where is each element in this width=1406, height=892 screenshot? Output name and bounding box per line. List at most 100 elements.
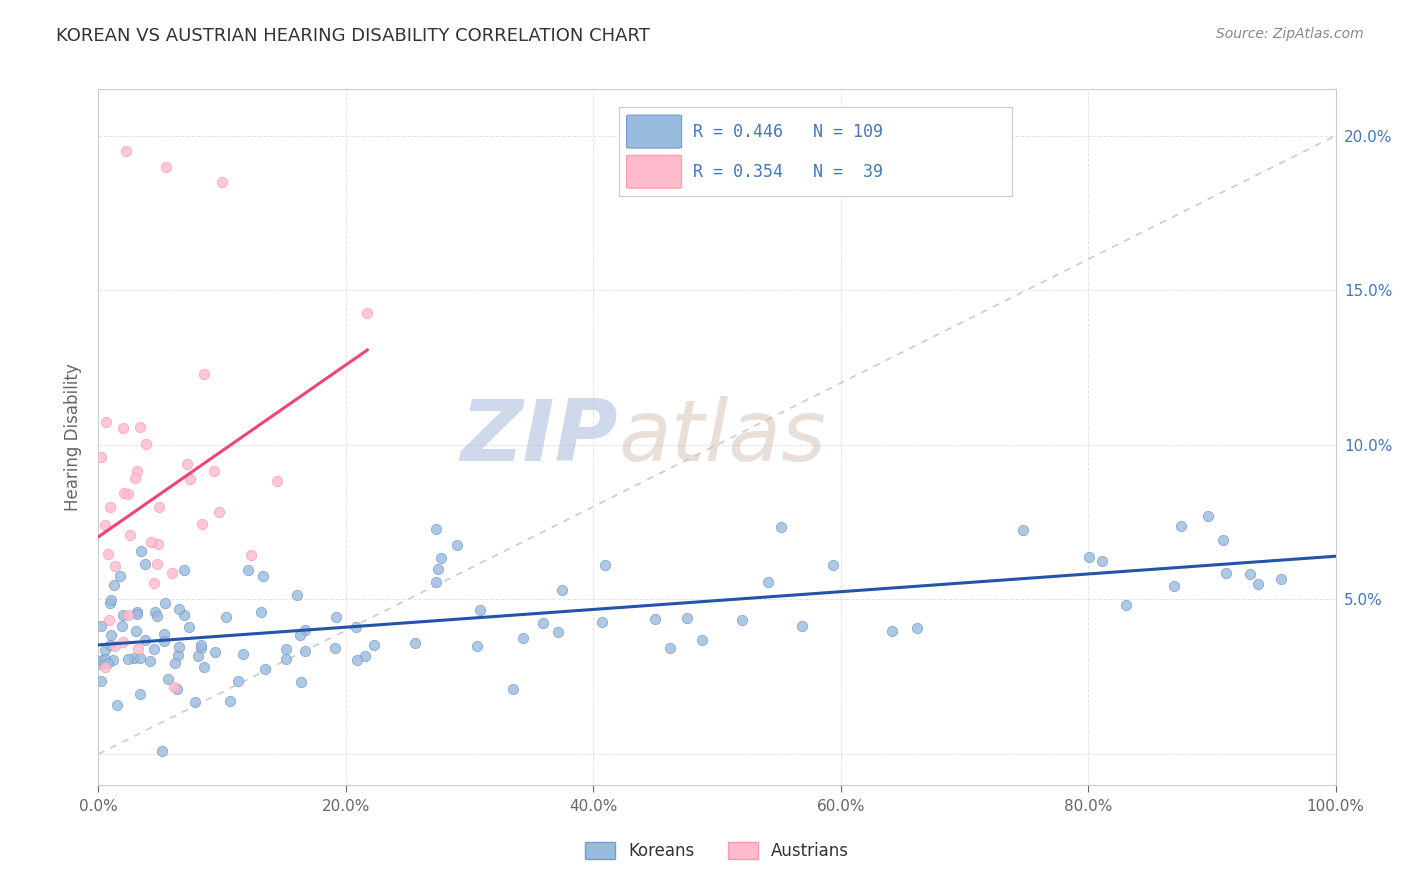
Point <box>354 648 377 663</box>
Y-axis label: Hearing Disability: Hearing Disability <box>65 363 83 511</box>
Point <box>823 558 845 573</box>
Point <box>502 682 524 697</box>
Point <box>148 500 170 514</box>
Point <box>155 160 177 174</box>
Point <box>239 548 262 562</box>
Point <box>135 437 157 451</box>
Point <box>905 621 928 635</box>
Point <box>153 633 176 648</box>
Point <box>232 648 254 662</box>
Point <box>90 653 112 667</box>
Point <box>356 306 378 320</box>
Point <box>276 651 298 665</box>
Point <box>98 500 121 514</box>
Point <box>187 649 209 664</box>
Point <box>111 608 134 623</box>
Text: ZIP: ZIP <box>460 395 619 479</box>
Text: atlas: atlas <box>619 395 827 479</box>
Point <box>176 457 198 471</box>
Point <box>547 625 569 640</box>
Point <box>150 744 173 758</box>
Point <box>98 596 121 610</box>
Point <box>294 644 316 658</box>
Point <box>184 695 207 709</box>
Point <box>675 611 697 625</box>
FancyBboxPatch shape <box>627 115 682 148</box>
Point <box>118 527 141 541</box>
Point <box>425 522 447 536</box>
Point <box>250 605 273 619</box>
Point <box>122 651 145 665</box>
Point <box>124 471 146 485</box>
Point <box>531 616 554 631</box>
Point <box>94 415 117 429</box>
Point <box>97 656 120 670</box>
Point <box>468 603 491 617</box>
Point <box>139 535 162 549</box>
Point <box>163 657 186 671</box>
Point <box>290 675 312 690</box>
Point <box>111 635 134 649</box>
Point <box>1170 519 1192 533</box>
Point <box>127 607 149 621</box>
Point <box>112 420 135 434</box>
Point <box>90 450 112 465</box>
Point <box>215 610 238 624</box>
Point <box>1115 598 1137 612</box>
Point <box>117 652 139 666</box>
Point <box>169 640 191 654</box>
Point <box>143 605 166 619</box>
Point <box>880 624 903 638</box>
Point <box>90 657 112 671</box>
Point <box>266 475 288 489</box>
Point <box>285 588 308 602</box>
Point <box>117 608 139 623</box>
Point <box>253 662 276 676</box>
Point <box>1078 550 1101 565</box>
Point <box>167 648 190 662</box>
Point <box>105 698 128 712</box>
Point <box>288 628 311 642</box>
FancyBboxPatch shape <box>627 155 682 188</box>
Point <box>131 544 153 558</box>
Point <box>93 652 115 666</box>
Point <box>790 619 813 633</box>
Point <box>94 643 117 657</box>
Text: R = 0.446   N = 109: R = 0.446 N = 109 <box>693 123 883 141</box>
Point <box>101 653 124 667</box>
Point <box>153 626 176 640</box>
Point <box>430 551 453 566</box>
Point <box>325 610 347 624</box>
Point <box>1247 577 1270 591</box>
Point <box>236 563 259 577</box>
Text: Source: ZipAtlas.com: Source: ZipAtlas.com <box>1216 27 1364 41</box>
Point <box>591 615 613 629</box>
Point <box>114 144 136 158</box>
Point <box>179 472 201 486</box>
Point <box>190 640 212 655</box>
Point <box>208 505 231 519</box>
Point <box>190 638 212 652</box>
Point <box>143 576 166 591</box>
Point <box>252 569 274 583</box>
Point <box>211 175 233 189</box>
Point <box>163 680 186 694</box>
Point <box>125 464 148 478</box>
Point <box>111 619 134 633</box>
Point <box>97 547 120 561</box>
Point <box>346 653 368 667</box>
Point <box>104 639 127 653</box>
Point <box>344 620 367 634</box>
Point <box>226 673 249 688</box>
Point <box>1197 508 1219 523</box>
Point <box>404 636 426 650</box>
Text: KOREAN VS AUSTRIAN HEARING DISABILITY CORRELATION CHART: KOREAN VS AUSTRIAN HEARING DISABILITY CO… <box>56 27 650 45</box>
Point <box>756 574 779 589</box>
Point <box>129 650 152 665</box>
Point <box>100 628 122 642</box>
Legend: Koreans, Austrians: Koreans, Austrians <box>578 836 856 867</box>
Point <box>1239 567 1261 582</box>
Point <box>166 682 188 697</box>
Point <box>219 694 242 708</box>
Point <box>323 641 346 656</box>
